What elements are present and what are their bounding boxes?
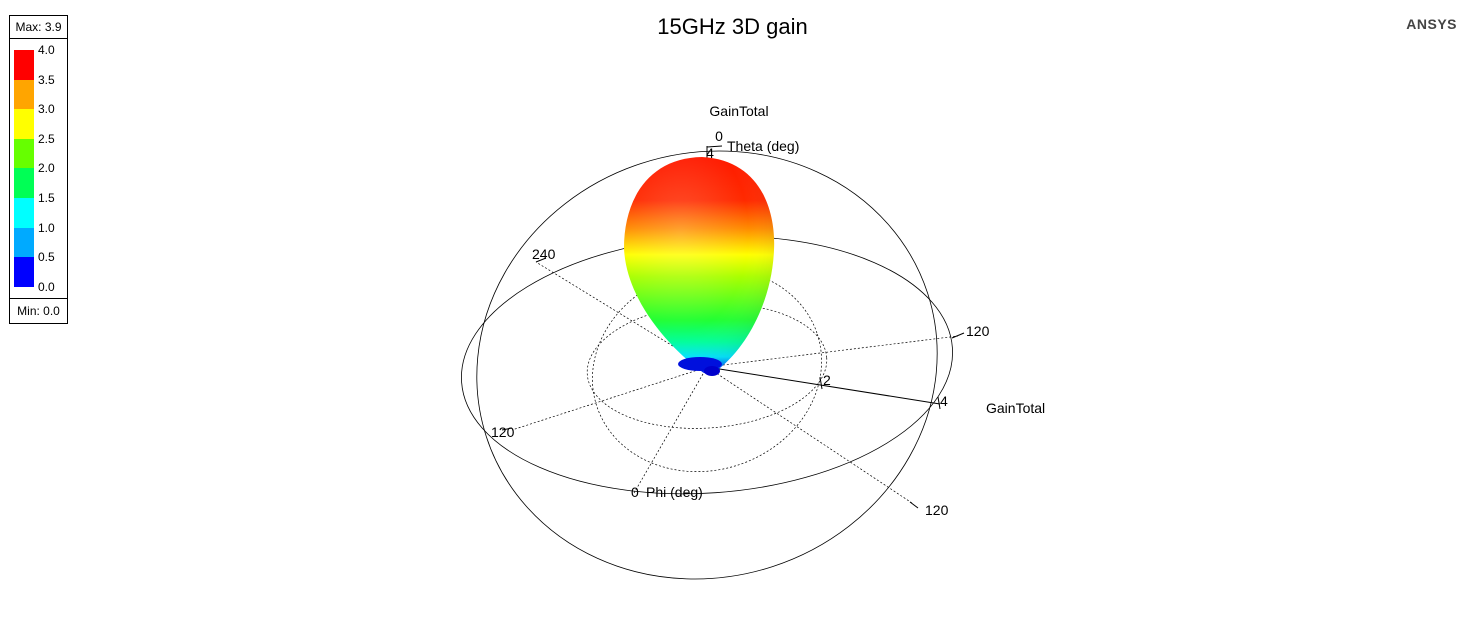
tick-120-left — [501, 427, 513, 431]
legend-swatch — [14, 198, 34, 228]
radial-mark-4: 4 — [940, 393, 948, 409]
tick-120-right — [951, 332, 965, 339]
theta-zero-label: 0 — [715, 128, 723, 144]
tick-240 — [535, 257, 547, 263]
gain-tick-2 — [819, 376, 823, 390]
legend-tick-label: 4.0 — [38, 43, 55, 57]
legend-min-label: Min: 0.0 — [10, 298, 67, 323]
legend-swatch — [14, 109, 34, 139]
color-legend: Max: 3.9 4.0 3.5 3.0 2.5 2.0 1.5 1.0 0.5 0.0 Min… — [9, 15, 68, 324]
legend-swatch — [14, 227, 34, 258]
legend-swatch — [14, 138, 34, 169]
angle-label-120-left: 120 — [491, 424, 515, 440]
theta-axis-tick — [706, 145, 723, 148]
ansys-logo: ANSYS — [1406, 16, 1457, 32]
gain-lobe-base-tip — [704, 366, 720, 376]
angle-label-120-bottom: 120 — [925, 502, 949, 518]
phi-zero-line — [633, 366, 708, 494]
legend-swatch — [14, 50, 34, 80]
gain-lobe-shading — [624, 157, 775, 375]
vertical-great-circle — [476, 150, 938, 580]
legend-max-label: Max: 3.9 — [10, 16, 67, 39]
legend-tick-label: 2.5 — [38, 131, 55, 146]
angle-label-120-right: 120 — [966, 323, 990, 339]
legend-swatch — [14, 257, 34, 287]
legend-tick-label: 1.5 — [38, 191, 55, 205]
gain-axis — [706, 366, 941, 405]
gain-axis-label: GainTotal — [986, 400, 1045, 416]
plot-quantity-label: GainTotal — [709, 103, 768, 119]
gain-tick-4 — [937, 396, 941, 410]
legend-tick-label: 1.0 — [38, 220, 55, 235]
radial-line-120-bottom — [706, 366, 913, 504]
chart-title: 15GHz 3D gain — [657, 14, 808, 39]
radial-line-120-right — [706, 335, 959, 368]
phi-zero-label: 0 — [631, 484, 639, 500]
radial-mark-2: 2 — [823, 372, 831, 388]
legend-tick-label: 2.0 — [38, 161, 55, 176]
legend-tick-label: 3.5 — [38, 72, 55, 87]
phi-axis-label: Phi (deg) — [646, 484, 703, 500]
legend-tick-label: 0.0 — [38, 279, 55, 294]
radial-line-120-left — [511, 366, 708, 431]
top-gain-mark: 4 — [706, 145, 714, 161]
tick-120-bottom — [909, 501, 919, 509]
legend-swatch — [14, 168, 34, 198]
legend-tick-label: 0.5 — [38, 250, 55, 265]
inner-ring-horizontal — [586, 303, 828, 429]
angle-label-240: 240 — [532, 246, 556, 262]
legend-tick-label: 3.0 — [38, 102, 55, 117]
legend-swatch — [14, 79, 34, 110]
theta-axis-label: Theta (deg) — [727, 138, 799, 154]
